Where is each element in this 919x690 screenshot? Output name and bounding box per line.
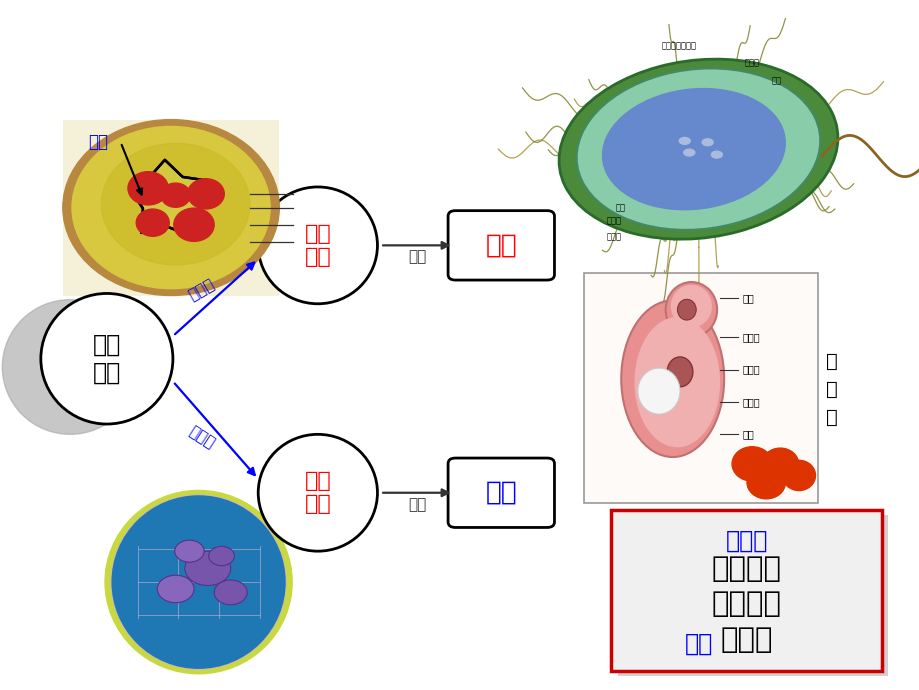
Text: 细菌: 细菌	[485, 233, 516, 258]
FancyBboxPatch shape	[611, 510, 881, 671]
Ellipse shape	[136, 209, 169, 236]
Ellipse shape	[782, 460, 814, 491]
Text: 核质: 核质	[771, 76, 781, 85]
FancyBboxPatch shape	[62, 119, 279, 295]
Ellipse shape	[671, 286, 710, 327]
Text: 有核膜: 有核膜	[186, 424, 217, 451]
Text: 细胞
生物: 细胞 生物	[93, 333, 121, 384]
Polygon shape	[130, 160, 205, 235]
Ellipse shape	[678, 137, 689, 144]
FancyBboxPatch shape	[584, 273, 817, 503]
Ellipse shape	[128, 172, 168, 205]
Text: 举例: 举例	[407, 250, 425, 264]
Text: 酵母菌属
于哪一类
生物？: 酵母菌属 于哪一类 生物？	[711, 555, 781, 654]
FancyBboxPatch shape	[617, 515, 888, 676]
Ellipse shape	[683, 149, 694, 156]
Ellipse shape	[559, 59, 837, 239]
Ellipse shape	[761, 448, 798, 480]
Ellipse shape	[214, 580, 247, 604]
Ellipse shape	[62, 119, 279, 295]
Text: 原核
生物: 原核 生物	[304, 224, 331, 267]
Text: 无核膜: 无核膜	[186, 277, 217, 304]
Text: 举例: 举例	[407, 497, 425, 512]
Ellipse shape	[701, 139, 712, 146]
FancyBboxPatch shape	[448, 458, 554, 527]
Ellipse shape	[175, 540, 204, 562]
Ellipse shape	[258, 434, 377, 551]
Ellipse shape	[174, 208, 214, 242]
Text: 细胞膜: 细胞膜	[743, 59, 758, 68]
Text: 细胞壁: 细胞壁	[742, 397, 760, 407]
Text: 酵
母
菌: 酵 母 菌	[824, 352, 836, 427]
Ellipse shape	[665, 282, 717, 337]
Ellipse shape	[258, 187, 377, 304]
Text: 真菌: 真菌	[485, 480, 516, 506]
Ellipse shape	[637, 368, 679, 414]
Text: 细胞核: 细胞核	[742, 333, 760, 342]
Ellipse shape	[161, 183, 190, 207]
Ellipse shape	[157, 575, 194, 602]
Ellipse shape	[676, 299, 696, 320]
Text: 荚膜: 荚膜	[615, 203, 625, 212]
Ellipse shape	[666, 357, 692, 387]
Ellipse shape	[209, 546, 234, 566]
Ellipse shape	[602, 88, 785, 210]
Ellipse shape	[3, 299, 138, 434]
Ellipse shape	[746, 466, 785, 499]
Text: 细菌: 细菌	[684, 632, 712, 656]
Ellipse shape	[40, 293, 173, 424]
Ellipse shape	[101, 144, 250, 265]
Ellipse shape	[72, 126, 270, 288]
Ellipse shape	[620, 300, 723, 457]
Ellipse shape	[105, 491, 292, 673]
Ellipse shape	[710, 151, 721, 158]
Ellipse shape	[185, 551, 231, 586]
Text: 芽体: 芽体	[742, 293, 754, 303]
Text: 细菌的基本构造: 细菌的基本构造	[661, 41, 696, 50]
Text: 拟核: 拟核	[87, 133, 108, 151]
Text: 液胞: 液胞	[742, 429, 754, 439]
Ellipse shape	[634, 317, 719, 446]
Text: 真核
生物: 真核 生物	[304, 471, 331, 514]
Text: 细胞膜: 细胞膜	[607, 232, 621, 241]
Ellipse shape	[187, 179, 224, 209]
FancyBboxPatch shape	[448, 210, 554, 280]
Ellipse shape	[732, 446, 772, 481]
Text: 细胞质: 细胞质	[742, 364, 760, 375]
Text: 细胞壁: 细胞壁	[607, 217, 621, 226]
Ellipse shape	[576, 68, 820, 230]
Ellipse shape	[111, 495, 286, 669]
Ellipse shape	[111, 495, 286, 669]
Text: 思考：: 思考：	[725, 529, 767, 553]
